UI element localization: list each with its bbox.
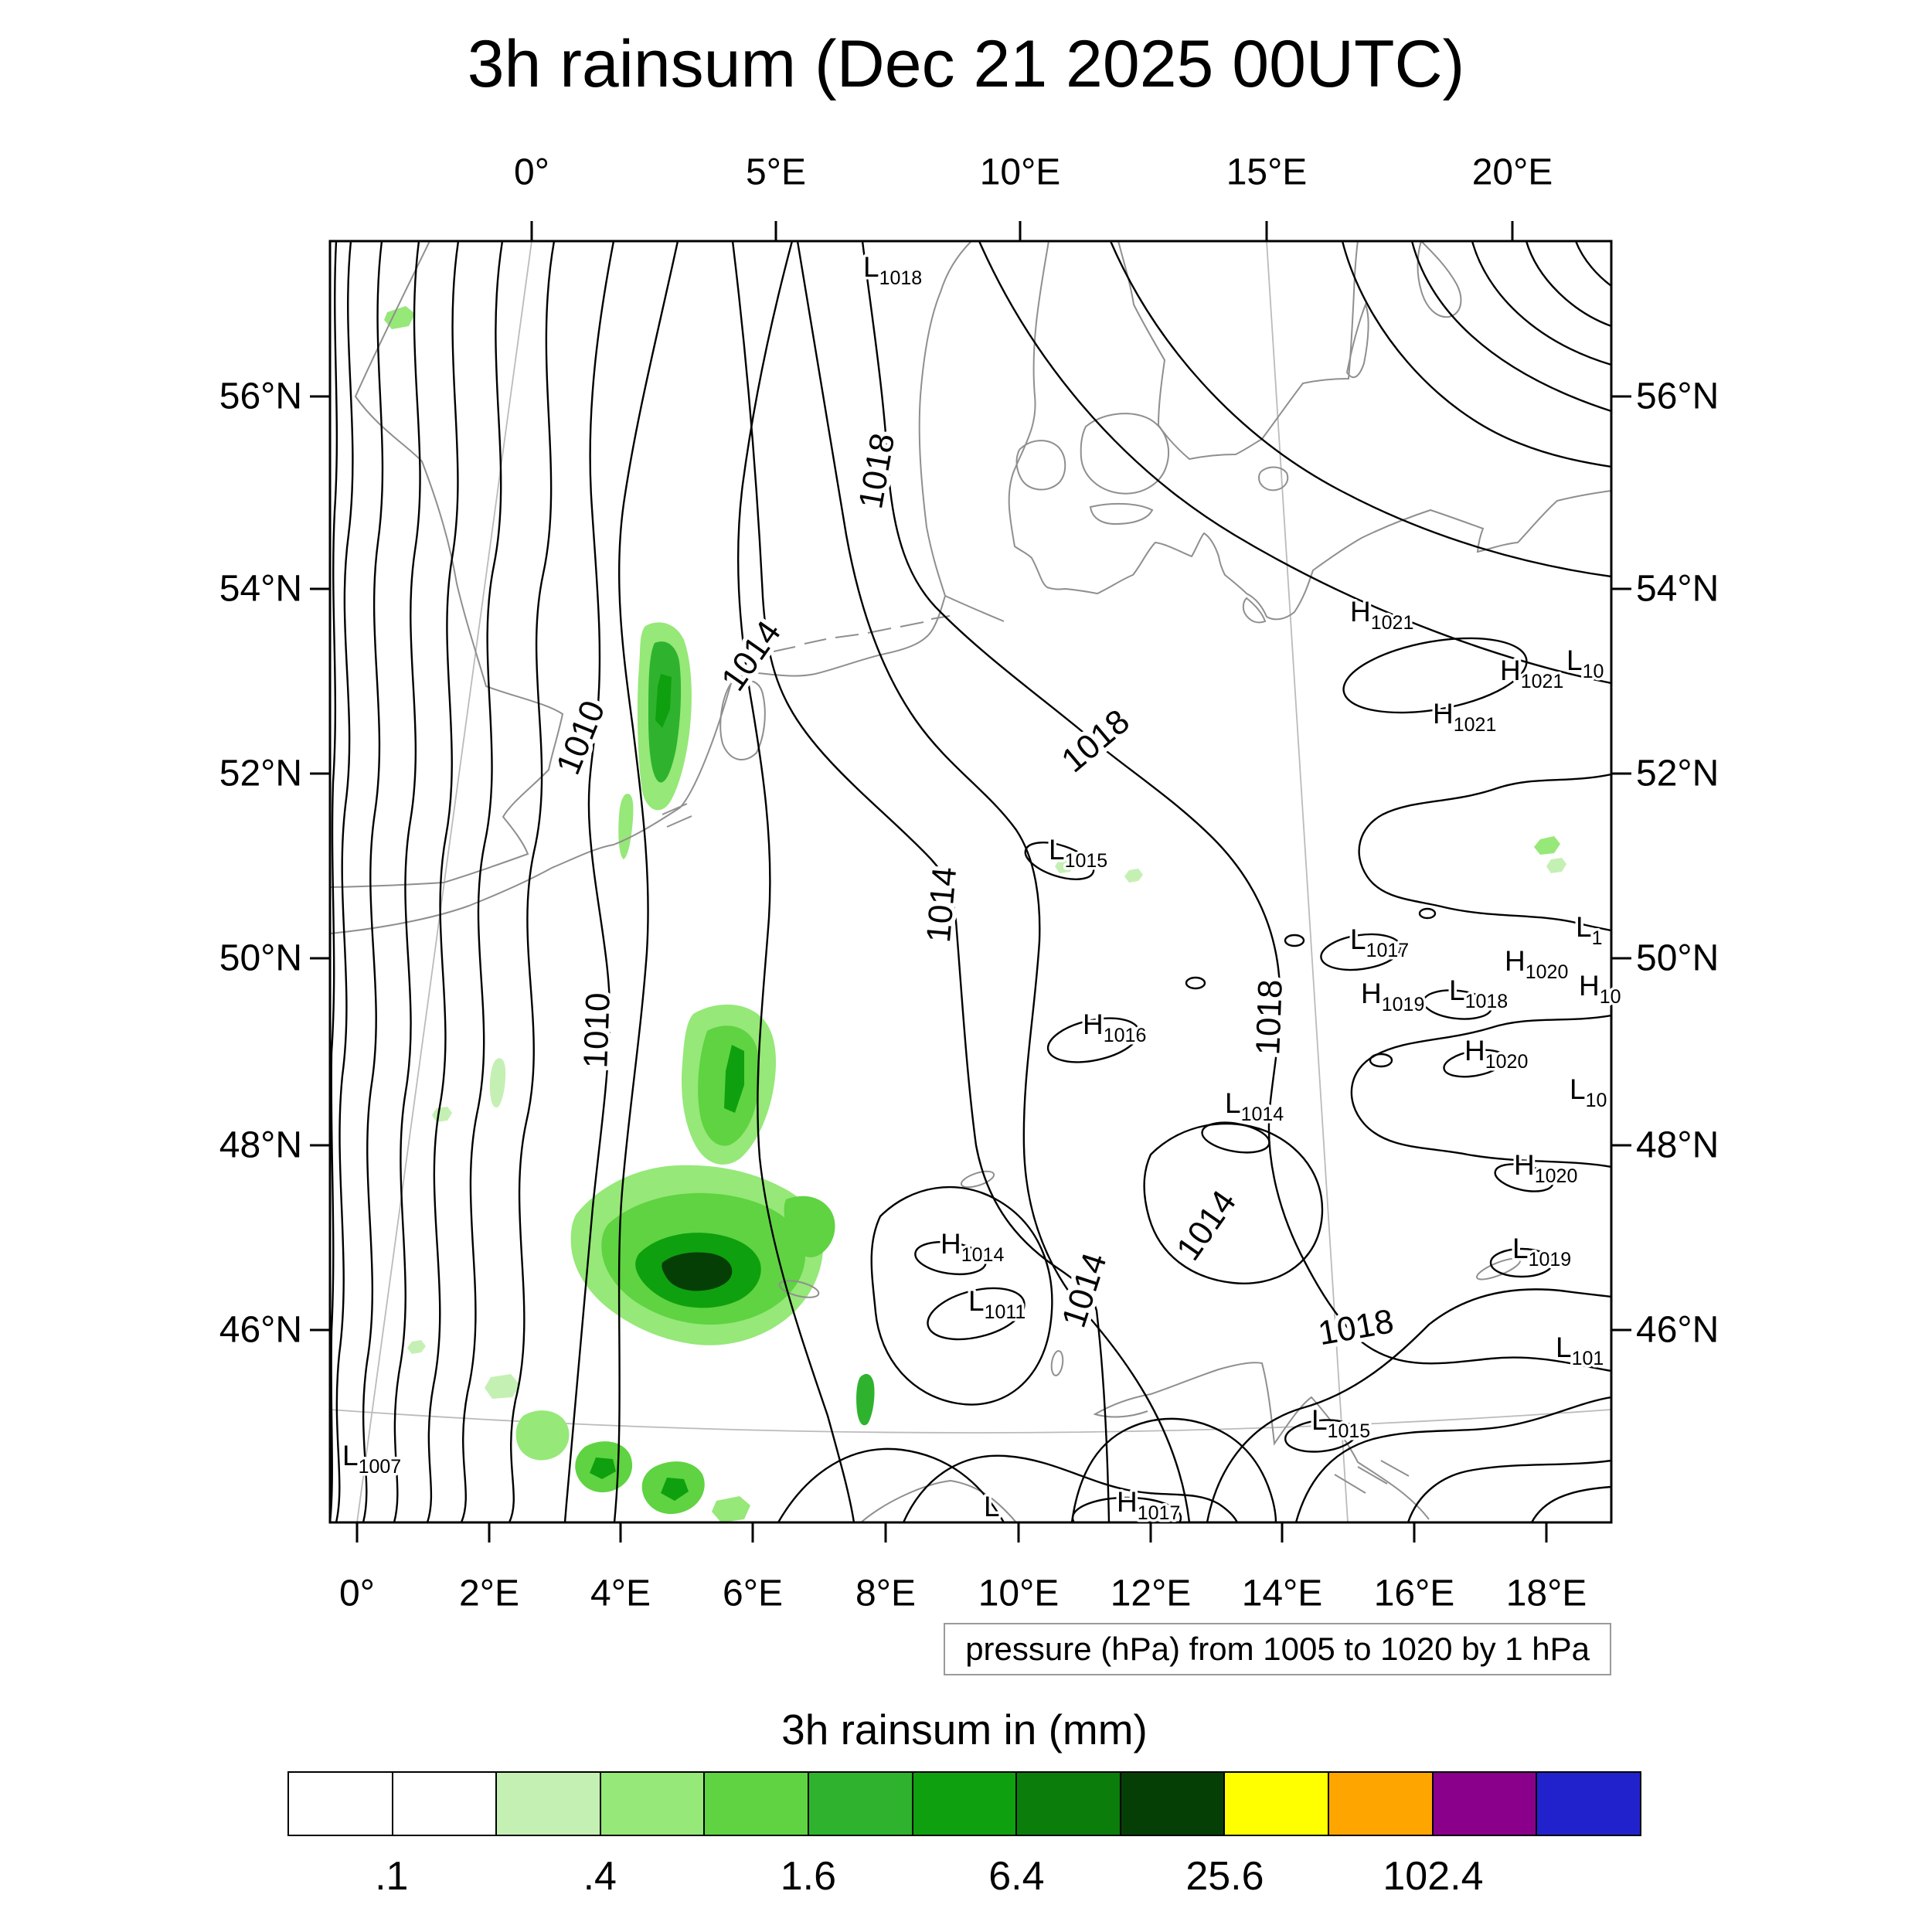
bottom-axis-label: 14°E	[1241, 1573, 1323, 1614]
colorbar-tick-label: 6.4	[988, 1854, 1045, 1899]
left-axis-label: 50°N	[219, 937, 302, 979]
left-axis-label: 56°N	[219, 376, 302, 417]
colorbar-cell	[1536, 1773, 1640, 1835]
isobar-value-label: 1018	[1054, 702, 1136, 780]
map-plot: 1018 1014 1010 1018 1014 1010 1018 1014 1014 1018…	[310, 221, 1631, 1543]
isobar-value-label: 1018	[1249, 979, 1289, 1056]
colorbar-tick-label: 25.6	[1185, 1854, 1264, 1899]
map-frame	[328, 240, 1613, 1524]
bottom-axis-label: 10°E	[978, 1573, 1060, 1614]
left-axis-label: 46°N	[219, 1309, 302, 1351]
colorbar-cell	[911, 1773, 1016, 1835]
colorbar-tick-label: 1.6	[780, 1854, 836, 1899]
pressure-center-label: H1021	[1500, 655, 1563, 692]
isobar-value-label: 1010	[549, 696, 613, 780]
pressure-center-label: H1016	[1083, 1009, 1146, 1046]
pressure-center-label: L1018	[1449, 975, 1508, 1012]
bottom-axis-label: 18°E	[1505, 1573, 1587, 1614]
page-title: 3h rainsum (Dec 21 2025 00UTC)	[467, 27, 1465, 101]
isobar-contours	[330, 241, 1611, 1522]
colorbar-cell	[599, 1773, 704, 1835]
pressure-center-labels: L1018H1021H1021L10H1021L1015L1017L1H1020…	[340, 249, 1624, 1527]
pressure-center-label: H10	[1579, 970, 1621, 1008]
pressure-center-label: L	[984, 1491, 1000, 1522]
isobar-value-label: 1018	[1315, 1302, 1396, 1352]
legend-title: 3h rainsum in (mm)	[781, 1706, 1148, 1753]
pressure-center-label: H1020	[1464, 1035, 1528, 1073]
colorbar-cell	[1223, 1773, 1328, 1835]
pressure-center-label: L1015	[1049, 834, 1107, 872]
pressure-center-label: L10	[1566, 645, 1604, 682]
left-axis-label: 52°N	[219, 753, 302, 794]
pressure-center-label: L1	[1576, 911, 1602, 949]
bottom-axis-label: 6°E	[723, 1573, 783, 1614]
pressure-center-label: H1020	[1505, 945, 1568, 983]
pressure-center-label: L1015	[1311, 1404, 1370, 1442]
colorbar-tick-label: .4	[583, 1854, 617, 1899]
colorbar-cell	[808, 1773, 912, 1835]
bottom-axis-label: 2°E	[459, 1573, 519, 1614]
colorbar-cell	[1119, 1773, 1224, 1835]
pressure-center-label: H1021	[1433, 698, 1496, 736]
graticule-lines	[330, 241, 1611, 1522]
axis-ticks	[310, 221, 1631, 1543]
pressure-caption: pressure (hPa) from 1005 to 1020 by 1 hP…	[944, 1623, 1611, 1675]
right-axis-label: 48°N	[1636, 1124, 1719, 1166]
colorbar-cell	[1431, 1773, 1536, 1835]
top-axis-label: 20°E	[1471, 151, 1553, 193]
right-axis-label: 50°N	[1636, 937, 1719, 979]
bottom-axis-label: 12°E	[1110, 1573, 1192, 1614]
colorbar-cell	[391, 1773, 496, 1835]
isobar-value-label: 1014	[714, 614, 788, 698]
right-axis-label: 54°N	[1636, 568, 1719, 610]
isobar-value-label: 1014	[1169, 1184, 1243, 1267]
pressure-center-label: L1017	[1350, 923, 1409, 961]
pressure-center-label: L1007	[342, 1440, 401, 1478]
isobar-value-label: 1010	[577, 992, 617, 1070]
rain-areas	[384, 306, 1566, 1522]
colorbar-cell	[1328, 1773, 1432, 1835]
pressure-center-label: H1020	[1514, 1149, 1577, 1187]
pressure-center-label: L10	[1570, 1073, 1607, 1111]
pressure-center-label: L1018	[863, 251, 922, 289]
pressure-center-label: H1019	[1361, 978, 1424, 1015]
isobar-value-label: 1014	[920, 866, 964, 944]
right-axis-label: 46°N	[1636, 1309, 1719, 1351]
colorbar-tick-label: 102.4	[1383, 1854, 1484, 1899]
left-axis-label: 54°N	[219, 568, 302, 610]
coastlines	[330, 241, 1611, 1522]
top-axis-label: 15°E	[1226, 151, 1308, 193]
right-axis-label: 52°N	[1636, 753, 1719, 794]
right-axis-label: 56°N	[1636, 376, 1719, 417]
pressure-center-label: L1019	[1512, 1233, 1571, 1270]
pressure-center-label: H1021	[1350, 596, 1413, 634]
pressure-center-label: L1014	[1225, 1087, 1284, 1125]
pressure-center-label: L1011	[968, 1285, 1026, 1323]
rain-colorbar	[287, 1771, 1641, 1836]
top-axis-label: 0°	[514, 151, 549, 193]
bottom-axis-label: 8°E	[855, 1573, 916, 1614]
colorbar-cell	[289, 1773, 392, 1835]
colorbar-tick-label: .1	[375, 1854, 409, 1899]
top-axis-label: 10°E	[979, 151, 1061, 193]
isobar-value-label: 1014	[1055, 1248, 1114, 1332]
pressure-center-label: H1017	[1117, 1486, 1180, 1524]
colorbar-cell	[1015, 1773, 1120, 1835]
pressure-center-label: L101	[1556, 1332, 1604, 1369]
bottom-axis-label: 0°	[339, 1573, 375, 1614]
colorbar-cell	[703, 1773, 808, 1835]
bottom-axis-label: 4°E	[590, 1573, 651, 1614]
bottom-axis-label: 16°E	[1373, 1573, 1455, 1614]
top-axis-label: 5°E	[746, 151, 806, 193]
isobar-value-label: 1018	[852, 430, 902, 512]
colorbar-cell	[495, 1773, 600, 1835]
left-axis-label: 48°N	[219, 1124, 302, 1166]
pressure-center-label: H1014	[940, 1228, 1004, 1266]
